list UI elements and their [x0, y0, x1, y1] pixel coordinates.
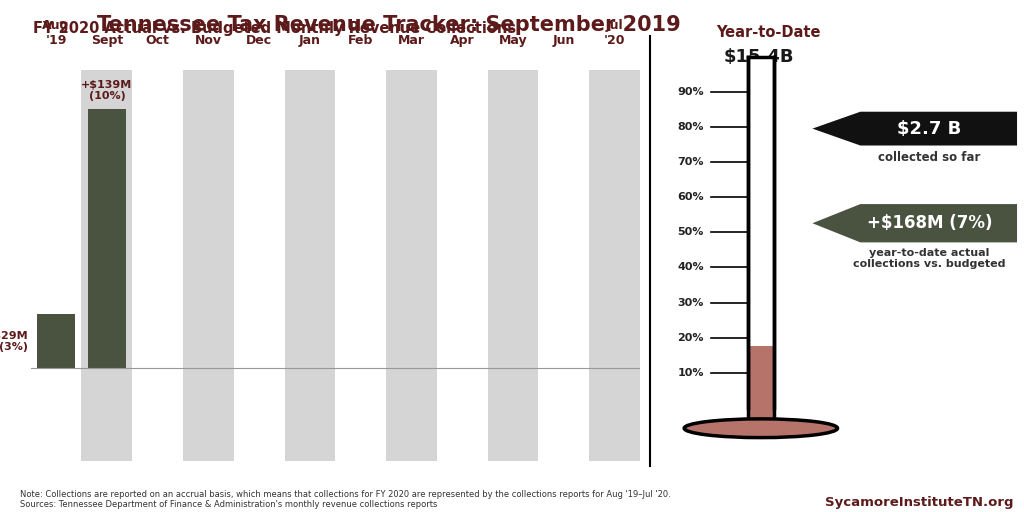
- Bar: [748, 56, 774, 408]
- Text: Year-to-Date: Year-to-Date: [716, 25, 820, 40]
- Bar: [335, 70, 386, 461]
- Text: $15.4B: $15.4B: [724, 48, 795, 66]
- Bar: [285, 70, 335, 461]
- Text: FY 2020 Actual vs. Budgeted Monthly Revenue Collections: FY 2020 Actual vs. Budgeted Monthly Reve…: [33, 22, 516, 36]
- Text: 20%: 20%: [677, 333, 703, 343]
- Text: +$29M
(3%): +$29M (3%): [0, 331, 29, 352]
- Bar: [82, 70, 132, 461]
- Text: 80%: 80%: [677, 122, 703, 132]
- Bar: [132, 70, 183, 461]
- Text: 50%: 50%: [677, 227, 703, 237]
- Text: 10%: 10%: [677, 368, 703, 378]
- Text: 60%: 60%: [677, 192, 703, 202]
- Text: SycamoreInstituteTN.org: SycamoreInstituteTN.org: [825, 497, 1014, 509]
- Text: +$139M
(10%): +$139M (10%): [81, 80, 132, 101]
- Text: Note: Collections are reported on an accrual basis, which means that collections: Note: Collections are reported on an acc…: [20, 490, 671, 509]
- Bar: [748, 399, 774, 428]
- Text: +$168M (7%): +$168M (7%): [866, 214, 992, 232]
- Text: Tennessee Tax Revenue Tracker: September 2019: Tennessee Tax Revenue Tracker: September…: [97, 15, 681, 35]
- Bar: [589, 70, 640, 461]
- Bar: [748, 347, 774, 408]
- Bar: [183, 70, 233, 461]
- Text: 90%: 90%: [677, 87, 703, 97]
- Bar: [539, 70, 589, 461]
- Bar: [37, 314, 75, 368]
- Polygon shape: [812, 112, 1017, 145]
- Text: 30%: 30%: [677, 297, 703, 308]
- Bar: [437, 70, 487, 461]
- Text: 70%: 70%: [677, 157, 703, 167]
- Text: collected so far: collected so far: [879, 151, 981, 164]
- Circle shape: [684, 419, 838, 438]
- Bar: [487, 70, 539, 461]
- Bar: [386, 70, 437, 461]
- Bar: [88, 109, 126, 368]
- Text: year-to-date actual
collections vs. budgeted: year-to-date actual collections vs. budg…: [853, 248, 1006, 269]
- Text: $2.7 B: $2.7 B: [897, 120, 962, 138]
- Text: 40%: 40%: [677, 262, 703, 272]
- Polygon shape: [812, 204, 1017, 242]
- Bar: [31, 70, 82, 461]
- Bar: [233, 70, 285, 461]
